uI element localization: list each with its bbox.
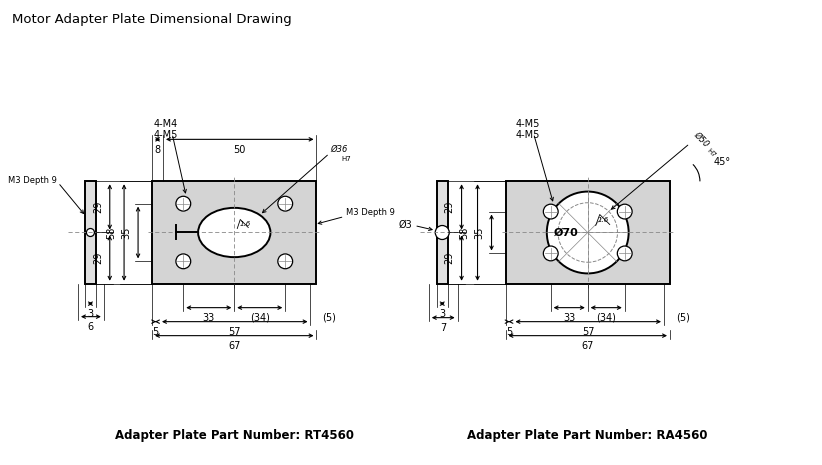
Text: H7: H7 — [706, 148, 717, 159]
Circle shape — [617, 246, 632, 261]
Text: 1.6: 1.6 — [239, 220, 251, 226]
Circle shape — [86, 228, 95, 237]
Text: (5): (5) — [322, 312, 336, 323]
Text: H7: H7 — [341, 156, 351, 162]
Text: (34): (34) — [250, 312, 270, 323]
Circle shape — [617, 204, 632, 219]
Text: 57: 57 — [582, 326, 594, 337]
Bar — [85, 181, 95, 284]
Text: 1.6: 1.6 — [598, 217, 609, 222]
Text: 29: 29 — [445, 252, 455, 264]
Bar — [437, 181, 448, 284]
Text: 4-M5: 4-M5 — [154, 130, 178, 140]
Bar — [506, 181, 670, 284]
Text: 29: 29 — [445, 201, 455, 213]
Text: 4-M5: 4-M5 — [515, 120, 540, 129]
Text: 58: 58 — [106, 226, 116, 239]
Text: 58: 58 — [459, 226, 469, 239]
Text: 35: 35 — [121, 226, 131, 239]
Text: 29: 29 — [93, 201, 103, 213]
Circle shape — [547, 192, 629, 273]
Text: M3 Depth 9: M3 Depth 9 — [346, 208, 395, 217]
Bar — [152, 181, 316, 284]
Text: 8: 8 — [155, 146, 160, 155]
Text: 4-M4: 4-M4 — [154, 120, 178, 129]
Text: 5: 5 — [152, 326, 159, 337]
Text: 35: 35 — [474, 226, 484, 239]
Text: Adapter Plate Part Number: RT4560: Adapter Plate Part Number: RT4560 — [115, 429, 353, 441]
Circle shape — [278, 196, 293, 211]
Text: (5): (5) — [676, 312, 690, 323]
Text: 33: 33 — [203, 312, 215, 323]
Text: 6: 6 — [88, 322, 94, 332]
Text: Adapter Plate Part Number: RA4560: Adapter Plate Part Number: RA4560 — [468, 429, 708, 441]
Text: Ø36: Ø36 — [330, 145, 348, 154]
Text: 57: 57 — [229, 326, 241, 337]
Text: 7: 7 — [440, 323, 446, 332]
Circle shape — [278, 254, 293, 269]
Circle shape — [176, 196, 191, 211]
Circle shape — [543, 246, 558, 261]
Circle shape — [543, 204, 558, 219]
Text: Ø70: Ø70 — [553, 227, 578, 238]
Text: 50: 50 — [233, 146, 246, 155]
Text: Ø3: Ø3 — [399, 219, 413, 230]
Circle shape — [435, 226, 450, 239]
Text: 5: 5 — [506, 326, 512, 337]
Ellipse shape — [198, 208, 270, 257]
Text: 3: 3 — [439, 309, 446, 319]
Text: 45°: 45° — [714, 157, 731, 167]
Text: Ø50: Ø50 — [692, 130, 710, 149]
Text: (34): (34) — [596, 312, 616, 323]
Text: 29: 29 — [93, 252, 103, 264]
Text: M3 Depth 9: M3 Depth 9 — [8, 176, 57, 185]
Circle shape — [176, 254, 191, 269]
Text: 33: 33 — [563, 312, 575, 323]
Text: 3: 3 — [87, 309, 94, 319]
Text: 67: 67 — [581, 341, 594, 351]
Text: Motor Adapter Plate Dimensional Drawing: Motor Adapter Plate Dimensional Drawing — [12, 13, 292, 26]
Text: 4-M5: 4-M5 — [515, 130, 540, 140]
Text: 67: 67 — [228, 341, 241, 351]
